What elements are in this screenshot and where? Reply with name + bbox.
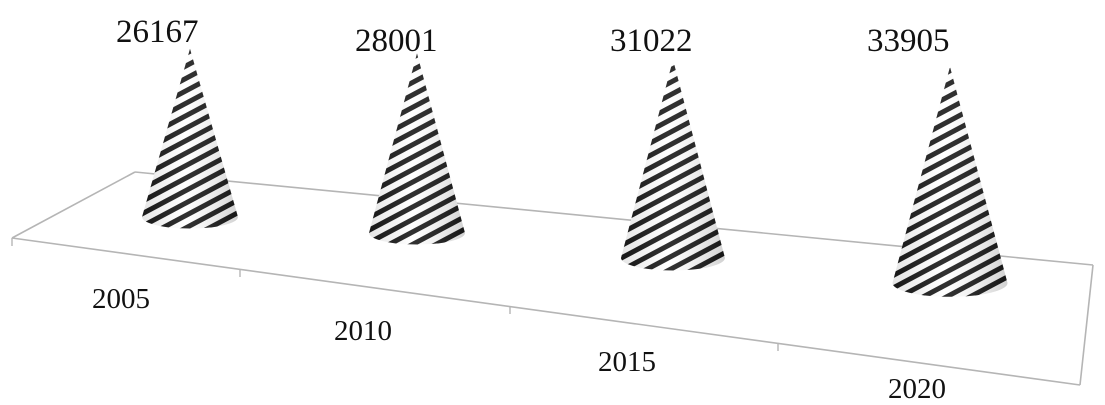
x-tick-label-2005: 2005 [92,283,150,315]
floor-right-edge [1079,264,1094,386]
cone-shading [142,48,238,229]
floor-front-edge [11,237,1081,386]
cone-bar-2015 [621,59,725,271]
cone-shading [892,66,1008,297]
x-tick-label-2020: 2020 [888,373,946,405]
cone-bar-2020 [892,66,1008,297]
floor-left-edge [11,171,136,239]
cone-shading [621,59,725,271]
cone-bar-2005 [142,48,238,229]
x-tick-label-2010: 2010 [334,315,392,347]
data-label-2005: 26167 [116,14,199,50]
x-tick-label-2015: 2015 [598,346,656,378]
cone-shading [369,53,465,245]
data-label-2020: 33905 [867,23,950,59]
cone-bar-2010 [369,53,465,245]
value-labels: 26167 28001 31022 33905 [116,14,950,59]
data-label-2010: 28001 [355,23,438,59]
data-label-2015: 31022 [610,23,693,59]
cones-layer [142,48,1008,297]
category-labels: 2005 2010 2015 2020 [92,283,946,405]
